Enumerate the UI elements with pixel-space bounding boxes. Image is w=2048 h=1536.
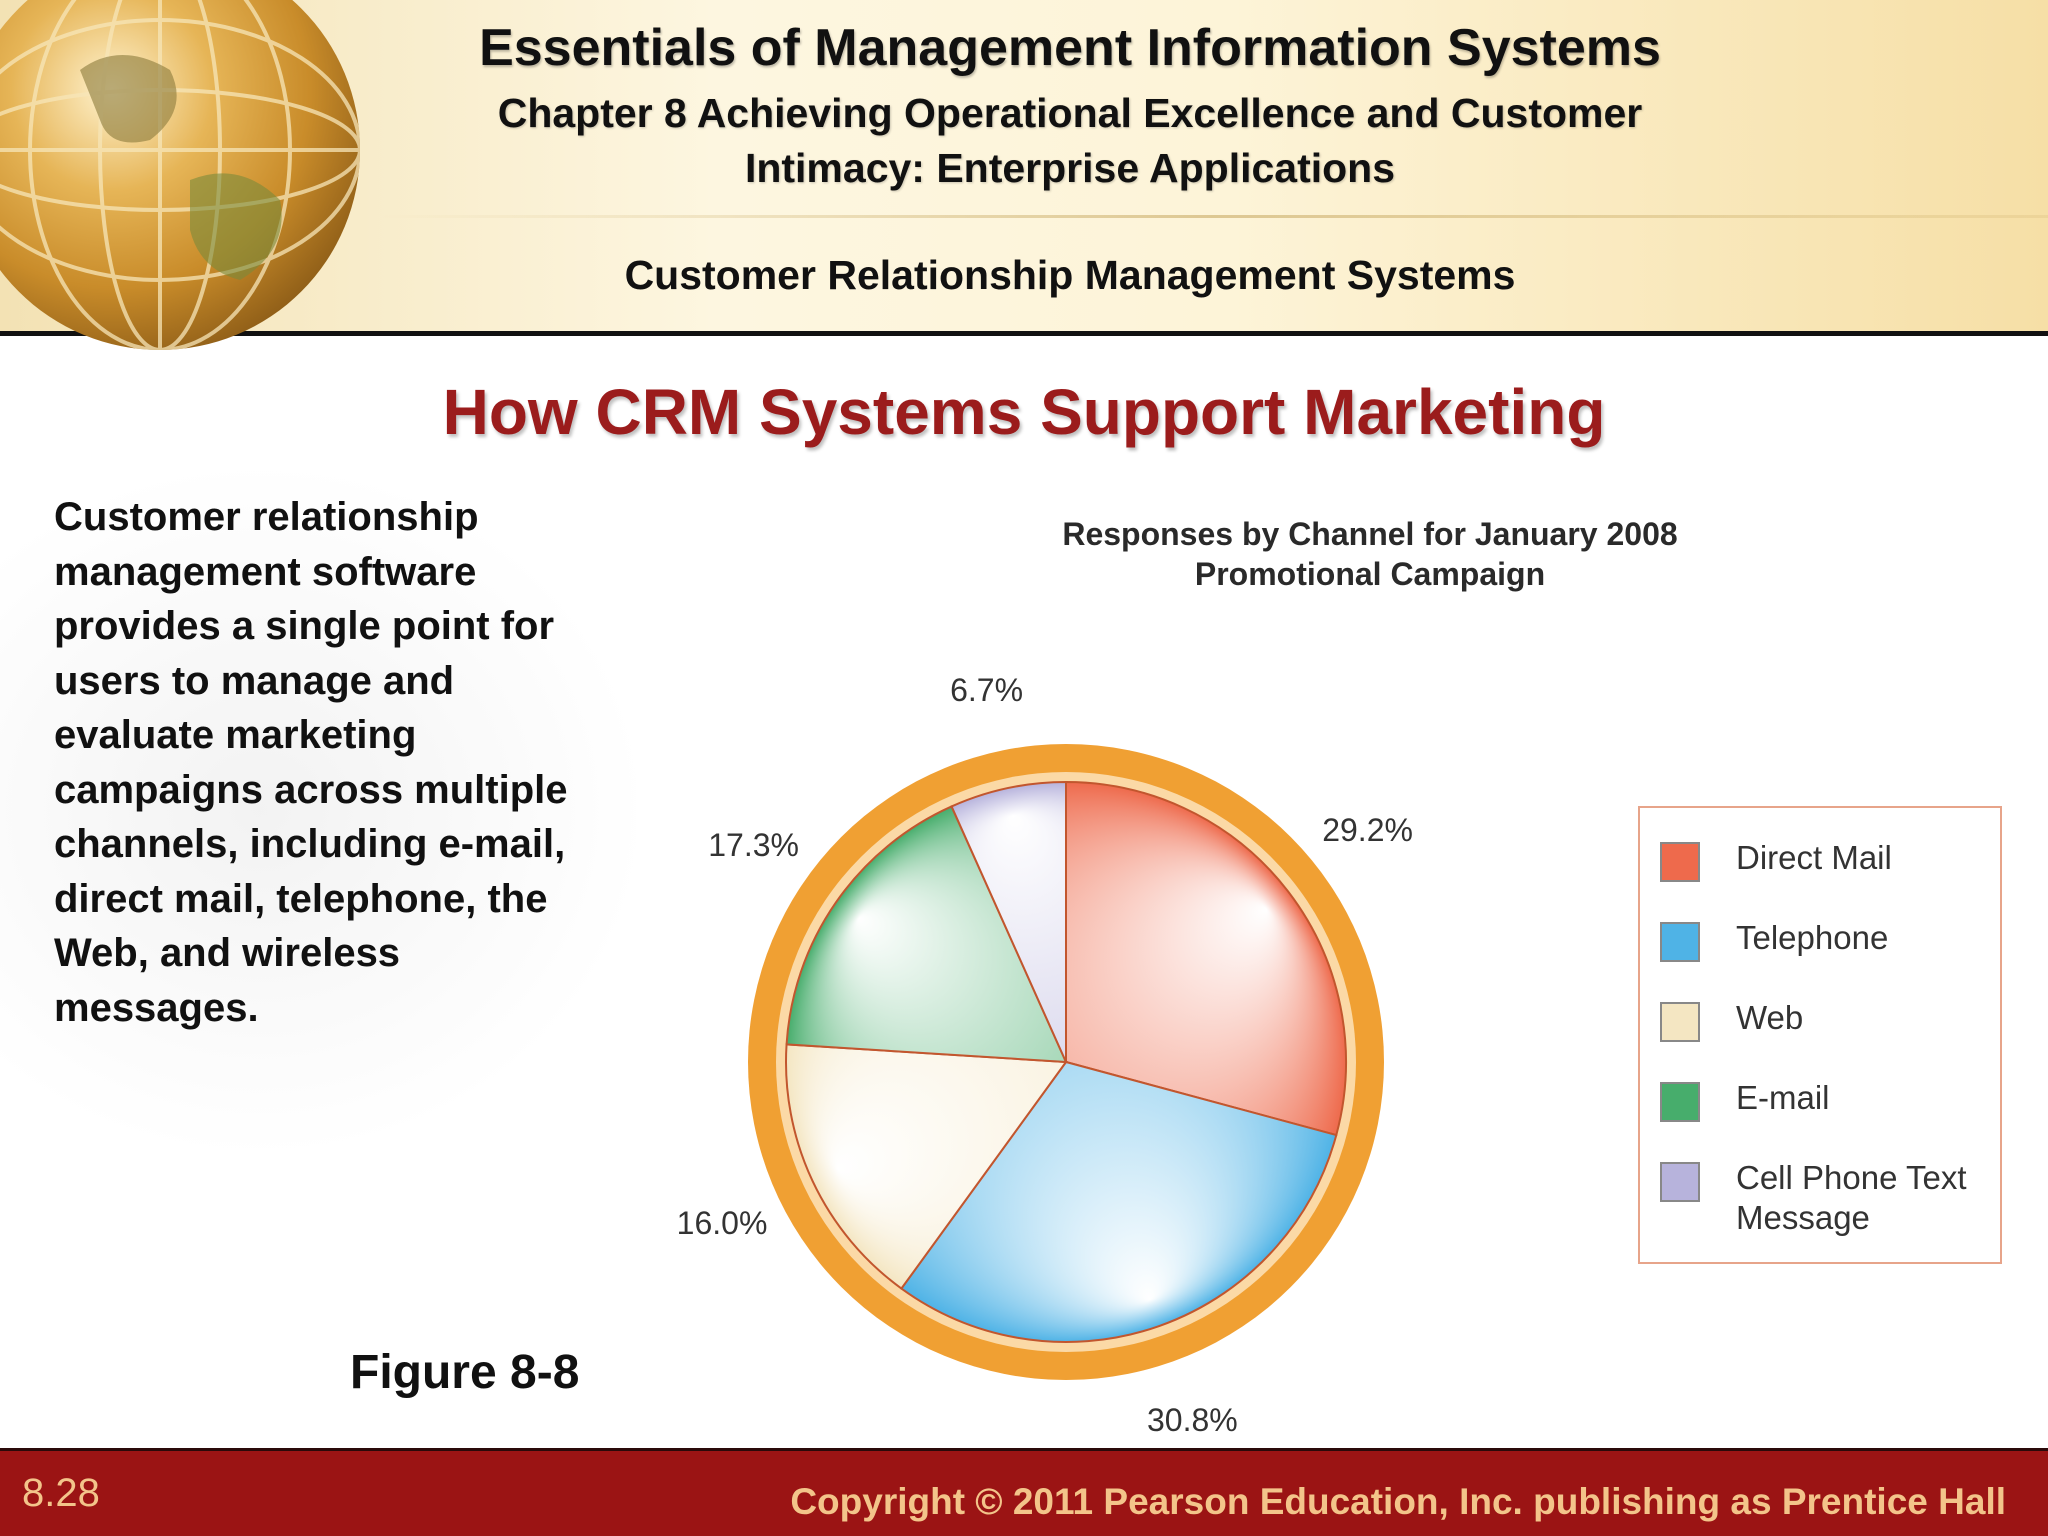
chart-title-line-2: Promotional Campaign	[1194, 556, 1546, 592]
legend-swatch	[1660, 1082, 1700, 1122]
page-number: 8.28	[22, 1471, 100, 1515]
copyright-notice: Copyright © 2011 Pearson Education, Inc.…	[790, 1481, 2006, 1522]
legend-label: Telephone	[1736, 919, 1889, 956]
body-text: Customer relationship management softwar…	[54, 495, 568, 1030]
legend-swatch	[1660, 842, 1700, 882]
chart-title-line-1: Responses by Channel for January 2008	[1062, 516, 1678, 552]
legend-swatch	[1660, 922, 1700, 962]
legend-label: Cell Phone Text Message	[1736, 1159, 1967, 1236]
figure-label: Figure 8-8	[350, 1346, 580, 1399]
pie-value-label: 30.8%	[1146, 1401, 1238, 1438]
globe-icon	[0, 0, 360, 350]
legend-label: Direct Mail	[1736, 839, 1892, 876]
book-title: Essentials of Management Information Sys…	[479, 19, 1661, 77]
pie-value-label: 17.3%	[708, 826, 799, 863]
pie-value-label: 6.7%	[950, 671, 1024, 708]
legend-label: E-mail	[1736, 1079, 1830, 1116]
slide-title: How CRM Systems Support Marketing	[442, 376, 1606, 448]
chart-title: Responses by Channel for January 2008 Pr…	[870, 514, 1870, 594]
pie-value-label: 29.2%	[1322, 812, 1413, 849]
pie-slice-e-mail	[785, 805, 1068, 1064]
pie-slice-cell-phone-text-message	[950, 780, 1067, 1063]
chapter-title-line-1: Chapter 8 Achieving Operational Excellen…	[497, 90, 1643, 136]
background-watermark	[0, 460, 650, 1160]
legend-label: Web	[1736, 999, 1804, 1036]
slide-header: Essentials of Management Information Sys…	[0, 0, 2048, 350]
legend-swatch	[1660, 1002, 1700, 1042]
chapter-title: Chapter 8 Achieving Operational Excellen…	[380, 86, 1760, 196]
pie-slice-web	[785, 1043, 1068, 1290]
pie-value-label: 16.0%	[676, 1205, 768, 1242]
section-title: Customer Relationship Management Systems	[624, 252, 1516, 298]
chart-legend: Direct Mail Telephone Web E-mail Cell Ph…	[1638, 806, 2002, 1264]
header-divider	[380, 215, 2048, 218]
pie-slice-telephone	[900, 1060, 1338, 1343]
pie-slice-direct-mail	[1065, 780, 1347, 1137]
chapter-title-line-2: Intimacy: Enterprise Applications	[744, 145, 1396, 191]
slide-footer: 8.28 Copyright © 2011 Pearson Education,…	[0, 1448, 2048, 1536]
legend-swatch	[1660, 1162, 1700, 1202]
